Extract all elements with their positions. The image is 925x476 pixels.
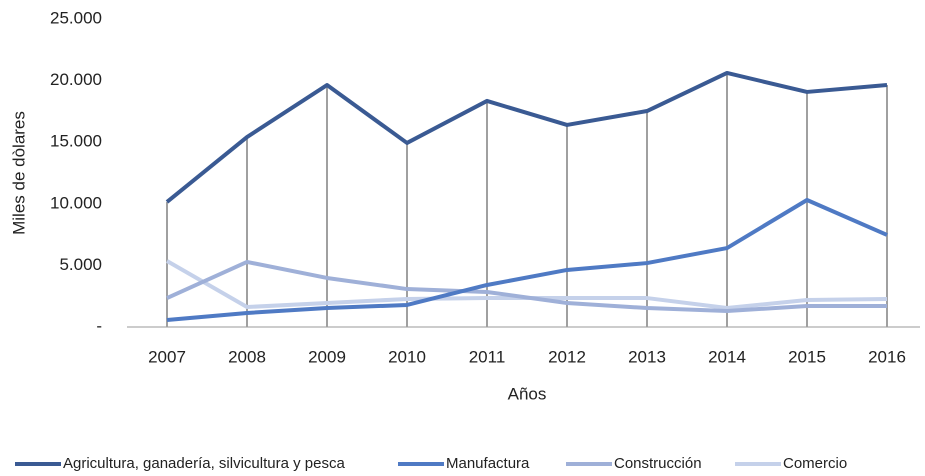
y-tick-label: 10.000 bbox=[50, 193, 102, 212]
y-tick-label: 25.000 bbox=[50, 8, 102, 27]
series-line bbox=[166, 197, 888, 322]
x-tick-label: 2013 bbox=[628, 347, 666, 366]
legend-label: Agricultura, ganadería, silvicultura y p… bbox=[63, 455, 345, 472]
series-line bbox=[165, 70, 888, 204]
x-tick-label: 2016 bbox=[868, 347, 906, 366]
y-tick-label: - bbox=[96, 316, 102, 335]
x-tick-label: 2009 bbox=[308, 347, 346, 366]
y-axis-title: Miles de dòlares bbox=[9, 111, 28, 235]
x-tick-label: 2008 bbox=[228, 347, 266, 366]
x-tick-label: 2011 bbox=[469, 347, 506, 366]
legend-label: Construcción bbox=[614, 455, 702, 472]
legend-label: Manufactura bbox=[446, 455, 530, 472]
series-line bbox=[166, 259, 887, 313]
y-tick-label: 20.000 bbox=[50, 70, 102, 89]
x-tick-label: 2012 bbox=[548, 347, 586, 366]
y-tick-label: 15.000 bbox=[50, 132, 102, 151]
y-tick-label: 5.000 bbox=[59, 255, 102, 274]
x-tick-label: 2007 bbox=[148, 347, 186, 366]
x-tick-label: 2014 bbox=[708, 347, 746, 366]
x-tick-label: 2010 bbox=[388, 347, 426, 366]
x-tick-label: 2015 bbox=[788, 347, 826, 366]
legend-label: Comercio bbox=[783, 455, 847, 472]
x-axis-title: Años bbox=[508, 384, 547, 403]
